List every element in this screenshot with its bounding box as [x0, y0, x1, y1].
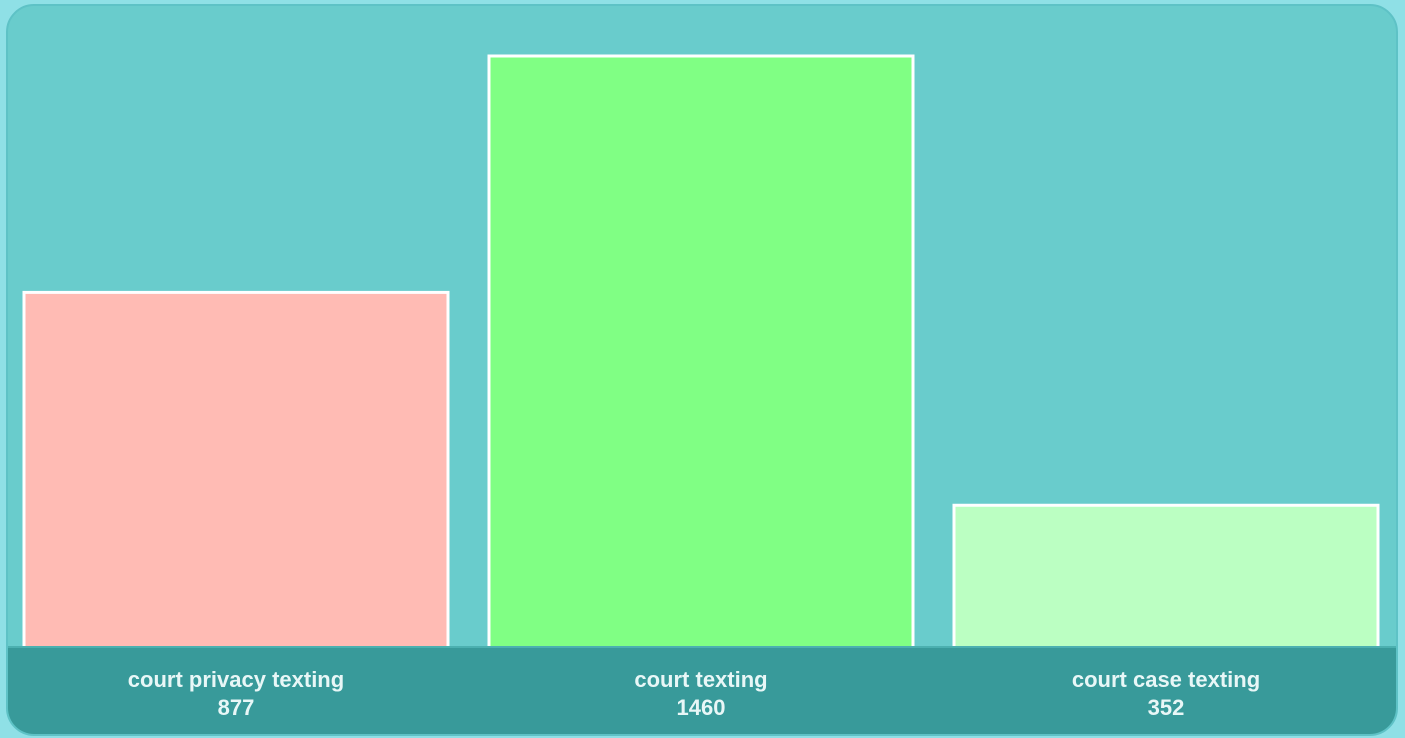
- bars-group: [22, 54, 1380, 654]
- bar-2: [952, 503, 1380, 654]
- bar-chart: [22, 54, 1380, 654]
- category-label: court privacy texting: [127, 667, 345, 692]
- category-label: court texting: [634, 667, 768, 692]
- bar-label-2: court case texting 352: [954, 666, 1378, 722]
- category-label: court case texting: [1071, 667, 1261, 692]
- category-footer: court privacy texting 877 court texting …: [8, 646, 1396, 734]
- bar-0: [22, 290, 450, 654]
- bar-1: [487, 54, 915, 654]
- value-label: 1460: [676, 695, 726, 720]
- bar-label-0: court privacy texting 877: [24, 666, 448, 722]
- bar-label-1: court texting 1460: [489, 666, 913, 722]
- value-label: 352: [1147, 695, 1185, 720]
- chart-panel: court privacy texting 877 court texting …: [6, 4, 1398, 736]
- value-label: 877: [217, 695, 255, 720]
